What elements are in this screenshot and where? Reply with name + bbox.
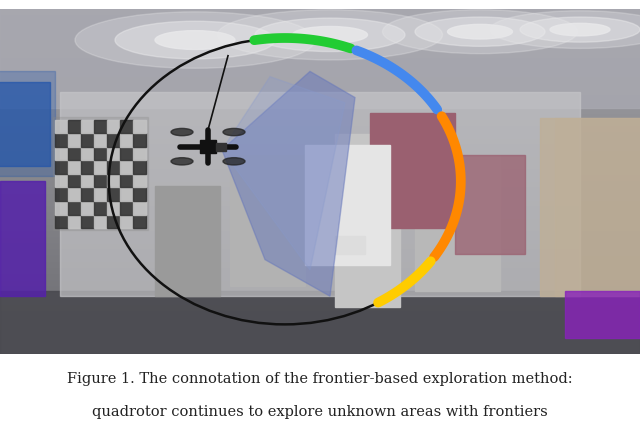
Ellipse shape [75, 12, 315, 68]
Bar [55, 174, 68, 187]
Bar [455, 155, 525, 254]
Bar [53, 118, 148, 230]
Bar [81, 133, 94, 147]
Bar [55, 133, 68, 147]
Bar [81, 201, 94, 215]
Bar [94, 187, 107, 201]
Bar [81, 160, 94, 174]
Bar [133, 147, 146, 160]
Ellipse shape [292, 26, 367, 43]
Bar [133, 201, 146, 215]
Bar [68, 201, 81, 215]
Bar [94, 119, 107, 133]
Bar [120, 119, 133, 133]
Bar [55, 160, 68, 174]
Bar [120, 174, 133, 187]
Bar [107, 174, 120, 187]
Bar [55, 119, 68, 133]
Bar [216, 142, 226, 151]
Ellipse shape [550, 23, 610, 36]
Bar [94, 215, 107, 228]
Bar [133, 119, 146, 133]
Text: Figure 1. The connotation of the frontier-based exploration method:: Figure 1. The connotation of the frontie… [67, 372, 573, 386]
Bar [68, 119, 81, 133]
Bar [120, 215, 133, 228]
Bar [68, 133, 81, 147]
Bar [68, 174, 81, 187]
Bar [60, 92, 580, 296]
Bar [133, 215, 146, 228]
Ellipse shape [383, 10, 577, 54]
Bar [540, 118, 640, 296]
Bar [133, 174, 146, 187]
Bar [94, 160, 107, 174]
Bar [81, 215, 94, 228]
Bar [107, 201, 120, 215]
Bar [0, 72, 55, 176]
Ellipse shape [223, 158, 245, 165]
Bar [94, 174, 107, 187]
Bar [81, 147, 94, 160]
Polygon shape [222, 77, 345, 270]
Bar [107, 215, 120, 228]
Bar [81, 187, 94, 201]
Bar [155, 187, 220, 296]
Ellipse shape [155, 31, 235, 49]
Bar [68, 160, 81, 174]
Ellipse shape [218, 10, 442, 60]
Bar [305, 145, 390, 265]
Bar [68, 187, 81, 201]
Bar [81, 119, 94, 133]
Bar [415, 155, 500, 291]
Bar [120, 201, 133, 215]
Bar [335, 236, 365, 254]
Polygon shape [222, 72, 355, 296]
Ellipse shape [223, 128, 245, 136]
Bar [107, 187, 120, 201]
Bar [200, 141, 216, 153]
Ellipse shape [115, 21, 275, 59]
Text: quadrotor continues to explore unknown areas with frontiers: quadrotor continues to explore unknown a… [92, 404, 548, 418]
Bar [107, 119, 120, 133]
Text: conducted to validate the proposed method.: conducted to validate the proposed metho… [156, 73, 484, 87]
Bar [107, 147, 120, 160]
Bar [120, 133, 133, 147]
Ellipse shape [490, 11, 640, 49]
Bar [94, 201, 107, 215]
Bar [230, 155, 305, 286]
Ellipse shape [520, 17, 640, 42]
Bar [120, 147, 133, 160]
Bar [120, 187, 133, 201]
Bar [55, 147, 68, 160]
Bar [94, 147, 107, 160]
Bar [107, 160, 120, 174]
Bar [0, 291, 640, 354]
Bar [68, 215, 81, 228]
Ellipse shape [447, 24, 513, 39]
Bar [555, 118, 640, 296]
Bar [68, 147, 81, 160]
Ellipse shape [415, 17, 545, 46]
Bar [81, 174, 94, 187]
Bar [0, 9, 640, 108]
Bar [94, 133, 107, 147]
Bar [0, 181, 45, 296]
Bar [335, 134, 400, 307]
Bar [133, 160, 146, 174]
Bar [55, 215, 68, 228]
Bar [107, 133, 120, 147]
Bar [120, 160, 133, 174]
Ellipse shape [255, 18, 405, 52]
Bar [0, 82, 50, 165]
Bar [133, 187, 146, 201]
Bar [55, 201, 68, 215]
Bar [133, 133, 146, 147]
Bar [565, 291, 640, 338]
Bar [55, 187, 68, 201]
Ellipse shape [171, 128, 193, 136]
Ellipse shape [171, 158, 193, 165]
Bar [370, 113, 455, 228]
